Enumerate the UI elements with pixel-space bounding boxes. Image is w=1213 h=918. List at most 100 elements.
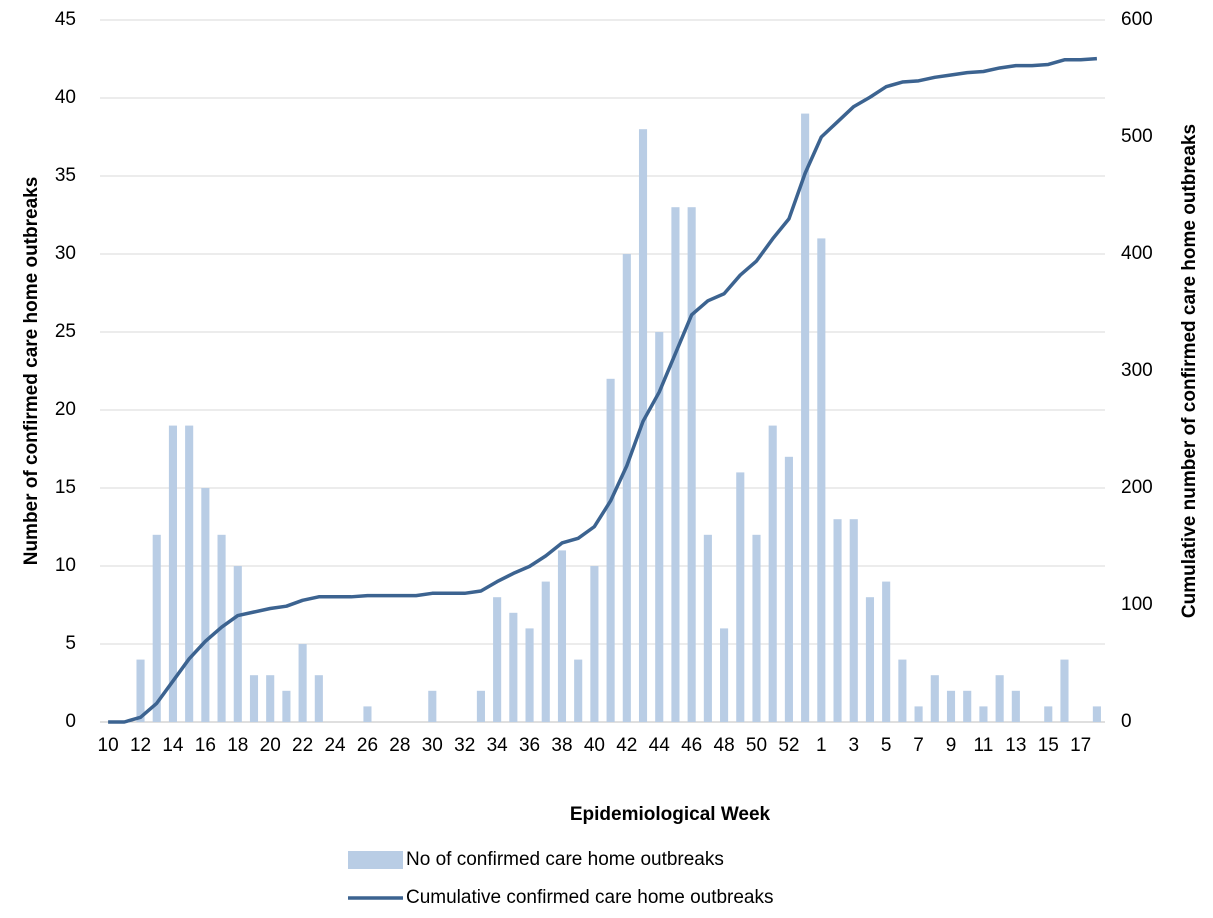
x-tick-label: 24 [324,735,346,756]
x-tick-label: 46 [681,735,702,756]
bar [1044,706,1053,722]
x-tick-label: 48 [714,735,735,756]
x-tick-label: 36 [519,735,540,756]
legend-label: No of confirmed care home outbreaks [406,849,724,870]
x-tick-label: 15 [1038,735,1059,756]
y2-tick-label: 600 [1121,9,1153,30]
x-tick-label: 20 [260,735,281,756]
y2-tick-label: 500 [1121,126,1153,147]
y2-tick-label: 200 [1121,477,1153,498]
x-tick-label: 34 [487,735,509,756]
bar [476,690,485,722]
bar [266,675,275,722]
bar [574,659,583,722]
x-tick-label: 50 [746,735,767,756]
x-tick-label: 44 [649,735,671,756]
bar [898,659,907,722]
x-tick-label: 5 [881,735,892,756]
bar [606,378,615,722]
bar [509,612,518,722]
x-tick-label: 11 [974,735,994,756]
bar [590,566,599,722]
bar [687,207,696,722]
bar [784,456,793,722]
x-tick-label: 3 [848,735,859,756]
y-tick-label: 40 [55,87,76,108]
bar [736,472,745,722]
bar [914,706,923,722]
bar [233,566,242,722]
x-tick-label: 42 [616,735,637,756]
bar [963,690,972,722]
bar [768,425,777,722]
bar [930,675,939,722]
y2-tick-label: 300 [1121,360,1153,381]
x-tick-label: 1 [816,735,827,756]
bar [282,690,291,722]
y-axis-title: Number of confirmed care home outbreaks [21,177,42,566]
x-tick-label: 18 [227,735,248,756]
x-tick-label: 10 [98,735,119,756]
y2-axis-title: Cumulative number of confirmed care home… [1179,124,1200,618]
bar [557,550,567,722]
x-tick-label: 28 [389,735,410,756]
bar [946,690,956,722]
x-tick-label: 13 [1005,735,1026,756]
bar [314,675,323,722]
bar [1011,690,1020,722]
bar [995,675,1004,722]
bar [249,675,259,722]
x-tick-label: 14 [162,735,184,756]
y-tick-label: 30 [55,243,76,264]
y2-tick-label: 0 [1121,711,1132,732]
bar [801,113,810,723]
x-tick-label: 12 [130,735,151,756]
bar [493,597,502,722]
y-tick-label: 35 [55,165,76,186]
bar [152,534,161,722]
legend-swatch [348,851,403,869]
bar [849,519,858,722]
bar [817,238,826,722]
x-tick-label: 26 [357,735,378,756]
legend-label: Cumulative confirmed care home outbreaks [406,887,774,908]
y2-tick-label: 400 [1121,243,1153,264]
bar [168,425,177,722]
bar [185,425,194,722]
x-tick-label: 30 [422,735,443,756]
y-tick-label: 10 [55,555,76,576]
bar [363,706,372,722]
bar [703,534,712,722]
x-tick-label: 32 [454,735,475,756]
y-tick-label: 0 [65,711,76,732]
bar [671,207,680,722]
bar [525,628,534,722]
x-tick-label: 9 [946,735,957,756]
y-tick-label: 5 [65,633,76,654]
y-tick-label: 15 [55,477,76,498]
x-tick-label: 17 [1070,735,1091,756]
bar [1060,659,1069,722]
bar [752,534,761,722]
x-tick-label: 22 [292,735,313,756]
y-tick-label: 20 [55,399,76,420]
bar [136,659,145,722]
y-tick-label: 45 [55,9,76,30]
x-axis-title: Epidemiological Week [570,804,771,825]
bar [428,690,437,722]
line [108,56,1098,724]
bar [298,644,307,722]
x-tick-label: 52 [778,735,799,756]
bar [622,254,631,722]
bar [541,581,550,722]
bar [720,628,729,722]
bar [1092,706,1101,722]
bar [979,706,988,722]
bar [655,332,664,722]
bar [865,597,875,722]
bar [201,488,210,722]
x-tick-label: 40 [584,735,605,756]
x-tick-label: 38 [551,735,572,756]
bar [882,581,891,722]
